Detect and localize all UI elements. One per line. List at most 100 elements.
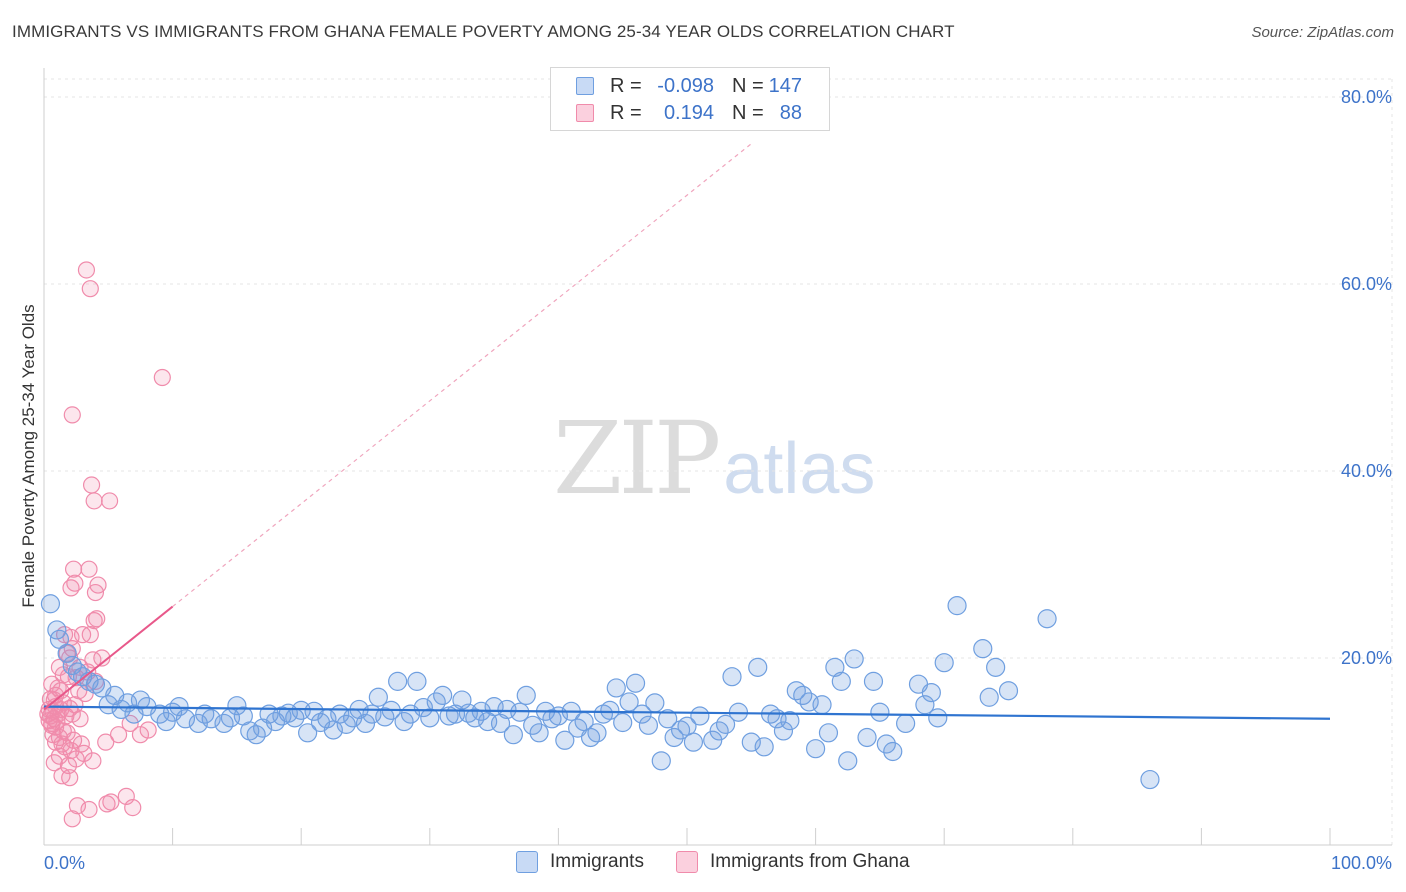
zipatlas-watermark: ZIPatlas: [553, 400, 876, 517]
immigrants-point: [587, 723, 607, 743]
y-axis-label: Female Poverty Among 25-34 Year Olds: [19, 304, 38, 607]
immigrants-point: [606, 678, 626, 698]
ghana-point: [46, 733, 65, 751]
ghana-legend-swatch: [675, 851, 698, 873]
immigrants-trendline: [43, 705, 1331, 720]
ghana-swatch: [576, 104, 594, 122]
x-tick-label: 0.0%: [44, 853, 85, 873]
immigrants-point: [921, 682, 941, 703]
immigrants-point: [638, 715, 659, 735]
immigrants-point: [40, 594, 61, 614]
immigrants-swatch: [576, 77, 594, 95]
ghana-trendline-extension: [172, 143, 752, 608]
ghana-point: [109, 726, 128, 744]
immigrants-point: [979, 687, 999, 707]
immigrants-point: [883, 741, 903, 762]
immigrants-point: [896, 713, 916, 734]
legend-n-value: 147: [768, 74, 802, 97]
immigrants-point: [715, 714, 736, 734]
immigrants-point: [407, 671, 427, 691]
legend-row-immigrants: R = -0.098 N = 147: [576, 74, 802, 98]
x-tick-label: 100.0%: [1331, 853, 1392, 873]
ghana-point: [63, 406, 81, 424]
ghana-point: [85, 492, 103, 510]
immigrants-point: [870, 702, 890, 722]
ghana-point: [61, 699, 79, 718]
ghana-point: [43, 716, 61, 734]
ghana-point: [102, 793, 120, 811]
ghana-point: [139, 721, 157, 739]
ghana-point: [82, 476, 101, 494]
immigrants-point: [1037, 609, 1057, 629]
source-label: Source: ZipAtlas.com: [1251, 24, 1394, 41]
immigrants-point: [156, 711, 176, 732]
ghana-point: [80, 800, 98, 819]
immigrants-point: [998, 681, 1019, 701]
immigrants-point: [986, 657, 1006, 677]
ghana-point: [40, 712, 58, 730]
immigrants-point: [632, 704, 652, 724]
immigrants-point: [355, 713, 376, 734]
immigrants-point: [368, 687, 388, 707]
immigrants-point: [298, 723, 318, 743]
ghana-point: [62, 579, 80, 597]
y-tick-label: 80.0%: [1341, 87, 1392, 107]
ghana-point: [77, 261, 96, 279]
tick-labels: 20.0% 40.0% 60.0% 80.0% 0.0% 100.0%: [44, 87, 1392, 873]
immigrants-point: [863, 671, 884, 691]
trend-lines: [43, 143, 1331, 720]
ghana-point: [81, 280, 99, 298]
immigrants-point: [876, 734, 896, 754]
immigrants-point: [683, 732, 704, 752]
legend-r-label: R =: [610, 101, 642, 124]
ghana-series: [39, 261, 171, 828]
legend-n-label: N =: [732, 74, 764, 97]
legend-r-value: -0.098: [657, 74, 714, 97]
ghana-point: [58, 644, 76, 662]
immigrants-point: [651, 751, 671, 771]
immigrants-point: [780, 711, 800, 731]
immigrants-point: [169, 697, 189, 717]
immigrants-point: [394, 711, 414, 732]
immigrants-point: [690, 706, 710, 726]
ghana-point: [63, 810, 81, 828]
immigrants-point: [188, 713, 208, 734]
immigrants-point: [175, 709, 196, 729]
legend-r-value: 0.194: [663, 101, 714, 124]
legend-n-label: N =: [732, 101, 764, 124]
ghana-point: [153, 368, 171, 387]
ghana-point: [80, 560, 98, 578]
ghana-point: [85, 611, 103, 630]
immigrants-point: [773, 721, 794, 741]
immigrants-point: [619, 692, 639, 712]
legend-item-ghana: Immigrants from Ghana: [675, 851, 910, 873]
immigrants-point: [805, 739, 826, 759]
series-legend: Immigrants Immigrants from Ghana: [516, 851, 942, 873]
legend-label-immigrants: Immigrants: [550, 851, 644, 872]
immigrants-point: [825, 657, 845, 677]
ghana-point: [84, 752, 102, 770]
immigrants-point: [529, 723, 549, 743]
immigrants-point: [433, 685, 453, 706]
immigrants-point: [831, 671, 851, 691]
immigrants-point: [722, 667, 742, 687]
immigrants-point: [658, 709, 678, 729]
immigrants-point: [928, 708, 948, 728]
ghana-point: [97, 733, 115, 751]
immigrants-point: [947, 596, 967, 616]
y-tick-label: 40.0%: [1341, 461, 1392, 481]
chart-title: IMMIGRANTS VS IMMIGRANTS FROM GHANA FEMA…: [12, 22, 955, 41]
legend-r-label: R =: [610, 74, 642, 97]
ghana-point: [100, 492, 119, 510]
ghana-point: [39, 705, 57, 723]
ghana-point: [45, 754, 63, 772]
immigrants-point: [748, 657, 768, 677]
immigrants-point: [227, 696, 247, 716]
immigrants-point: [388, 671, 408, 691]
immigrants-point: [915, 695, 935, 715]
immigrants-point: [516, 685, 536, 706]
immigrants-point: [741, 732, 761, 752]
immigrants-point: [98, 695, 118, 715]
ghana-point: [88, 610, 106, 628]
y-tick-label: 20.0%: [1341, 648, 1392, 668]
